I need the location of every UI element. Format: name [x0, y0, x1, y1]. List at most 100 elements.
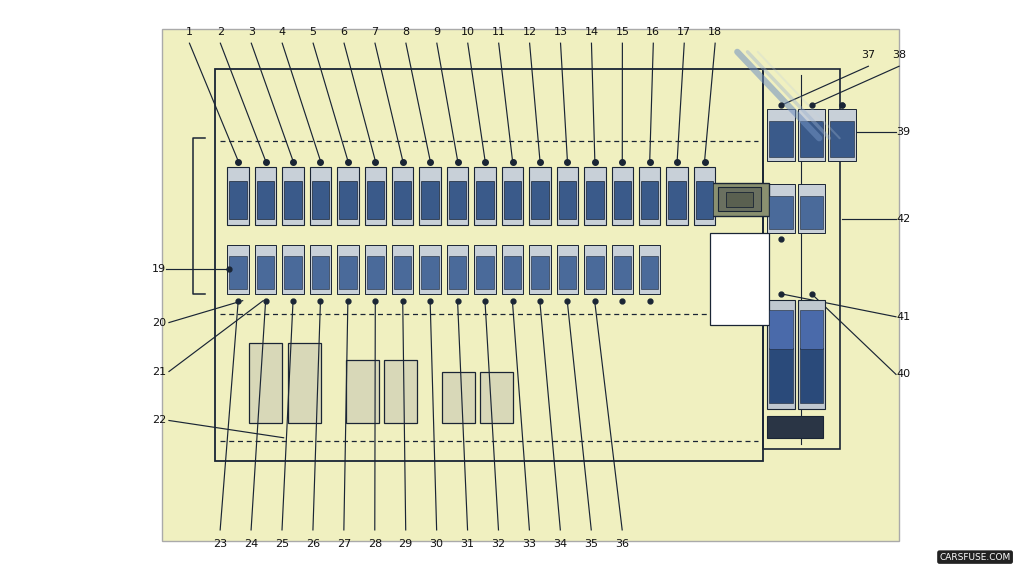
Bar	[339, 181, 356, 219]
Bar	[798, 184, 825, 233]
Bar	[800, 310, 823, 349]
Bar	[392, 167, 414, 225]
Bar	[557, 245, 579, 294]
Text: 35: 35	[585, 539, 598, 548]
Bar	[641, 181, 658, 219]
Bar	[769, 196, 793, 229]
Bar	[767, 109, 795, 161]
Bar	[769, 348, 793, 403]
Bar	[767, 300, 795, 409]
Bar	[227, 245, 249, 294]
Text: 18: 18	[709, 28, 722, 37]
Bar	[504, 256, 521, 289]
Bar	[285, 181, 302, 219]
Bar	[283, 167, 304, 225]
Text: 22: 22	[152, 415, 166, 426]
Bar	[337, 167, 358, 225]
Bar	[449, 256, 466, 289]
Text: 10: 10	[461, 28, 475, 37]
Text: 17: 17	[677, 28, 691, 37]
Bar	[611, 167, 633, 225]
Bar	[227, 167, 249, 225]
Bar	[504, 181, 521, 219]
Text: 11: 11	[492, 28, 506, 37]
Text: 14: 14	[585, 28, 598, 37]
Bar	[613, 256, 631, 289]
Bar	[718, 187, 761, 211]
Bar	[367, 256, 384, 289]
Text: 30: 30	[430, 539, 443, 548]
Bar	[800, 121, 823, 157]
Bar	[502, 245, 523, 294]
Bar	[611, 245, 633, 294]
Text: 3: 3	[248, 28, 255, 37]
Bar	[229, 181, 247, 219]
Bar	[726, 192, 753, 207]
Text: 4: 4	[279, 28, 286, 37]
Bar	[283, 245, 304, 294]
Bar	[367, 181, 384, 219]
Bar	[257, 181, 274, 219]
Bar	[339, 256, 356, 289]
Text: 7: 7	[372, 28, 379, 37]
Bar	[309, 167, 331, 225]
Bar	[365, 167, 386, 225]
Text: 25: 25	[275, 539, 289, 548]
Bar	[365, 245, 386, 294]
Bar	[229, 256, 247, 289]
Text: 1: 1	[186, 28, 193, 37]
Text: 24: 24	[244, 539, 258, 548]
Bar	[446, 245, 468, 294]
Bar	[828, 109, 856, 161]
Bar	[696, 181, 714, 219]
Bar	[769, 310, 793, 349]
Text: 39: 39	[896, 127, 910, 138]
Bar	[641, 256, 658, 289]
Bar	[667, 167, 688, 225]
Text: 20: 20	[152, 317, 166, 328]
Bar	[480, 372, 513, 423]
Bar	[710, 183, 769, 216]
Bar	[763, 69, 840, 449]
Text: 40: 40	[896, 369, 910, 380]
Bar	[255, 167, 276, 225]
Bar	[800, 196, 823, 229]
Bar	[162, 29, 899, 541]
Bar	[257, 256, 274, 289]
Bar	[531, 256, 549, 289]
Text: 12: 12	[522, 28, 537, 37]
Bar	[420, 245, 441, 294]
Bar	[442, 372, 475, 423]
Bar	[384, 360, 417, 423]
Bar	[529, 245, 551, 294]
Bar	[798, 109, 825, 161]
Text: 5: 5	[309, 28, 316, 37]
Text: 6: 6	[341, 28, 347, 37]
Bar	[710, 233, 769, 325]
Bar	[476, 181, 494, 219]
Text: 42: 42	[896, 214, 910, 224]
Bar	[255, 245, 276, 294]
Bar	[586, 256, 603, 289]
Text: 29: 29	[398, 539, 413, 548]
Text: 36: 36	[615, 539, 629, 548]
Bar	[531, 181, 549, 219]
Bar	[215, 69, 763, 461]
Text: 31: 31	[461, 539, 474, 548]
Text: 41: 41	[896, 312, 910, 322]
Text: 34: 34	[553, 539, 567, 548]
Text: 13: 13	[554, 28, 567, 37]
Bar	[249, 343, 282, 423]
Bar	[285, 256, 302, 289]
Bar	[311, 256, 329, 289]
Bar	[669, 181, 686, 219]
Text: 33: 33	[522, 539, 537, 548]
Text: 2: 2	[217, 28, 224, 37]
Text: 27: 27	[337, 539, 351, 548]
Bar	[694, 167, 716, 225]
Bar	[309, 245, 331, 294]
Text: 9: 9	[433, 28, 440, 37]
Text: 19: 19	[152, 264, 166, 274]
Bar	[474, 245, 496, 294]
Bar	[474, 167, 496, 225]
